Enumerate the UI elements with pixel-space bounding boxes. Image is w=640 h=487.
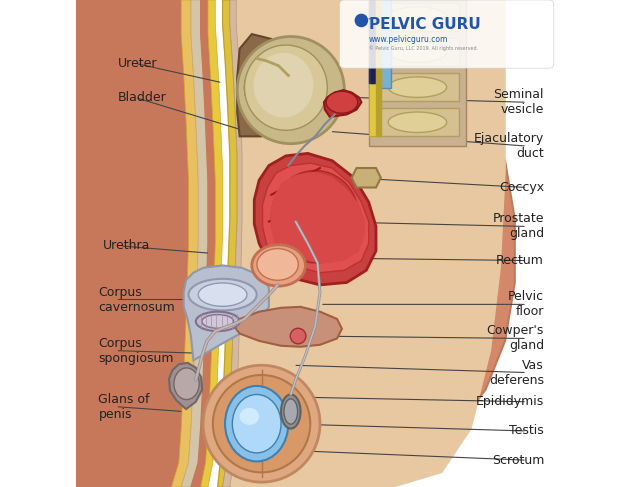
Text: Epididymis: Epididymis [476,395,544,408]
Text: Glans of
penis: Glans of penis [99,393,150,421]
Ellipse shape [271,170,359,263]
Ellipse shape [244,66,274,110]
Polygon shape [172,0,198,487]
Ellipse shape [237,37,344,144]
Text: Testis: Testis [509,425,544,437]
Ellipse shape [232,394,281,453]
Polygon shape [262,163,369,273]
Polygon shape [218,0,237,487]
Ellipse shape [291,328,306,344]
Text: Urethra: Urethra [103,240,150,252]
Polygon shape [77,0,189,487]
Ellipse shape [254,54,313,117]
Polygon shape [271,172,364,263]
Ellipse shape [213,375,310,472]
Polygon shape [169,363,202,409]
Ellipse shape [388,7,447,27]
Polygon shape [324,90,362,117]
Polygon shape [191,0,215,487]
Ellipse shape [326,92,358,113]
Text: www.pelvicguru.com: www.pelvicguru.com [369,35,448,44]
Ellipse shape [388,112,447,132]
Polygon shape [234,307,342,347]
Text: Scrotum: Scrotum [492,454,544,467]
Polygon shape [218,0,505,487]
Ellipse shape [202,315,234,328]
Polygon shape [376,73,459,101]
Ellipse shape [388,42,447,62]
Text: Rectum: Rectum [496,254,544,267]
Ellipse shape [284,399,298,424]
Text: ™: ™ [366,17,373,23]
Text: Cowper's
gland: Cowper's gland [486,324,544,353]
Polygon shape [369,0,390,88]
Text: Ejaculatory
duct: Ejaculatory duct [474,132,544,160]
Ellipse shape [355,15,367,26]
Ellipse shape [281,394,301,429]
FancyBboxPatch shape [339,0,554,68]
Polygon shape [369,0,466,146]
Polygon shape [181,0,208,487]
Polygon shape [254,153,376,285]
Text: Vas
deferens: Vas deferens [489,358,544,387]
Ellipse shape [257,248,298,281]
Polygon shape [223,0,242,487]
Ellipse shape [239,408,259,425]
Polygon shape [369,0,381,136]
Ellipse shape [252,244,305,286]
Text: Prostate
gland: Prostate gland [493,212,544,241]
Text: Ureter: Ureter [118,57,157,70]
Ellipse shape [244,45,327,131]
Ellipse shape [189,279,257,311]
Polygon shape [376,0,381,136]
Polygon shape [371,0,374,83]
Text: Corpus
spongiosum: Corpus spongiosum [99,337,174,365]
Text: PELVIC GURU: PELVIC GURU [369,17,481,32]
Text: Seminal
vesicle: Seminal vesicle [493,88,544,116]
Polygon shape [369,0,376,83]
Ellipse shape [388,77,447,97]
Text: Coccyx: Coccyx [499,181,544,194]
Polygon shape [262,0,515,487]
Polygon shape [201,0,223,487]
Ellipse shape [174,368,199,399]
Polygon shape [376,38,459,66]
Text: Pelvic
floor: Pelvic floor [508,290,544,318]
Ellipse shape [225,386,289,462]
Polygon shape [351,168,381,187]
Polygon shape [184,265,269,360]
Polygon shape [237,34,291,136]
Polygon shape [376,108,459,136]
Text: Bladder: Bladder [118,91,166,104]
Ellipse shape [196,312,239,331]
Text: © Pelvic Guru, LLC 2019. All rights reserved.: © Pelvic Guru, LLC 2019. All rights rese… [369,46,478,52]
Polygon shape [376,3,459,31]
Ellipse shape [198,283,247,306]
Text: Corpus
cavernosum: Corpus cavernosum [99,285,175,314]
Ellipse shape [203,365,320,482]
